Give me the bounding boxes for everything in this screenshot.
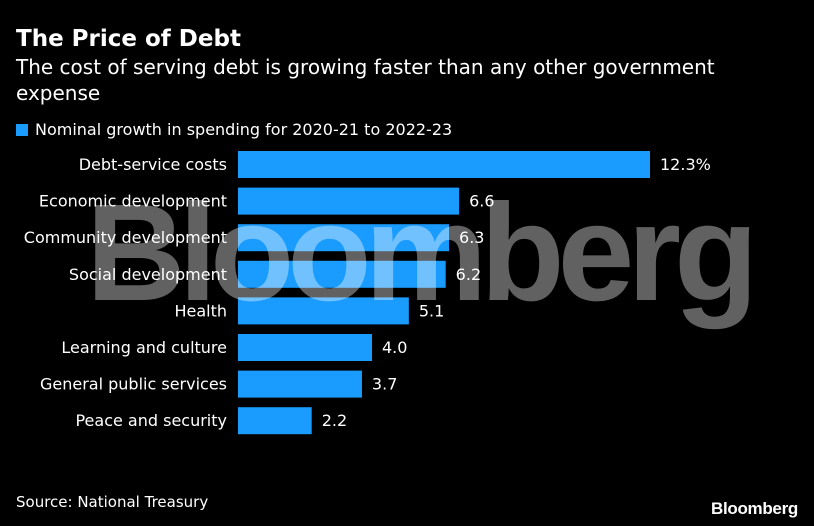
bar <box>238 407 312 435</box>
value-label: 2.2 <box>322 411 347 430</box>
bar <box>238 151 650 178</box>
value-label: 3.7 <box>372 375 397 394</box>
legend: Nominal growth in spending for 2020-21 t… <box>16 120 452 140</box>
value-label: 6.3 <box>459 228 484 247</box>
bar <box>238 187 460 215</box>
chart-subtitle: The cost of serving debt is growing fast… <box>16 55 715 105</box>
bar <box>238 370 362 398</box>
value-label: 4.0 <box>382 338 407 357</box>
category-label: Health <box>174 301 227 320</box>
category-label: Learning and culture <box>61 338 227 357</box>
category-label: General public services <box>40 375 227 394</box>
bar <box>238 260 446 288</box>
category-label: Economic development <box>39 192 227 211</box>
value-label: 5.1 <box>419 301 444 320</box>
value-label: 6.6 <box>469 192 494 211</box>
source-note: Source: National Treasury <box>16 493 209 511</box>
legend-label: Nominal growth in spending for 2020-21 t… <box>35 120 453 139</box>
category-label: Debt-service costs <box>79 155 227 174</box>
bar <box>238 297 409 325</box>
category-label: Community development <box>24 228 227 247</box>
chart-title: The Price of Debt <box>16 26 241 52</box>
legend-swatch <box>16 124 28 136</box>
bar <box>238 334 372 361</box>
value-label: 6.2 <box>456 265 481 284</box>
category-label: Peace and security <box>75 411 227 430</box>
category-label: Social development <box>69 265 227 284</box>
bar <box>238 224 450 252</box>
value-label: 12.3% <box>660 155 711 174</box>
bloomberg-logo: Bloomberg <box>710 499 798 518</box>
